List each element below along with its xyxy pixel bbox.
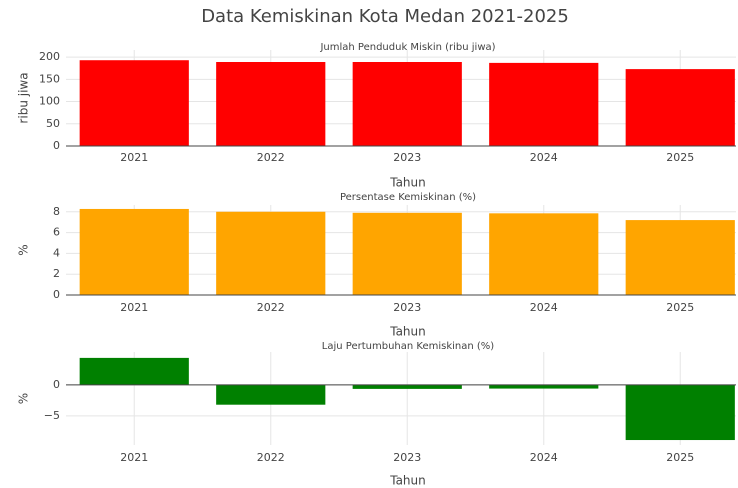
bar <box>625 69 735 146</box>
subplot-title: Persentase Kemiskinan (%) <box>340 192 476 203</box>
x-tick-label: 2021 <box>120 451 148 464</box>
subplot-title: Jumlah Penduduk Miskin (ribu jiwa) <box>319 42 495 53</box>
x-tick-label: 2021 <box>120 151 148 164</box>
x-tick-label: 2022 <box>257 451 285 464</box>
chart-title: Data Kemiskinan Kota Medan 2021-2025 <box>201 6 569 27</box>
bar <box>216 211 326 295</box>
bar <box>489 213 599 295</box>
y-tick-label: 4 <box>53 246 60 259</box>
x-tick-label: 2023 <box>393 451 421 464</box>
bar <box>352 384 462 389</box>
bar <box>625 220 735 295</box>
x-axis-title: Tahun <box>389 176 426 190</box>
x-tick-label: 2022 <box>257 151 285 164</box>
y-axis-title: ribu jiwa <box>17 72 31 123</box>
y-tick-label: −5 <box>44 409 60 422</box>
bar <box>216 62 326 146</box>
bar <box>625 384 735 441</box>
bar <box>352 212 462 295</box>
bar <box>216 384 326 405</box>
x-tick-label: 2024 <box>530 301 558 314</box>
bar <box>352 62 462 146</box>
x-tick-label: 2024 <box>530 151 558 164</box>
y-tick-label: 0 <box>53 288 60 301</box>
y-tick-label: 150 <box>39 72 60 85</box>
bar <box>79 60 189 146</box>
y-axis-title: % <box>17 244 31 255</box>
x-tick-label: 2021 <box>120 301 148 314</box>
y-axis-title: % <box>17 393 31 404</box>
x-tick-label: 2025 <box>666 451 694 464</box>
bar <box>79 208 189 295</box>
x-tick-label: 2025 <box>666 151 694 164</box>
subplot-title: Laju Pertumbuhan Kemiskinan (%) <box>322 341 494 352</box>
x-axis-title: Tahun <box>389 325 426 339</box>
y-tick-label: 200 <box>39 50 60 63</box>
x-axis-title: Tahun <box>389 474 426 488</box>
bar <box>489 384 599 389</box>
y-tick-label: 8 <box>53 205 60 218</box>
bar <box>79 357 189 385</box>
x-tick-label: 2023 <box>393 151 421 164</box>
y-tick-label: 0 <box>53 378 60 391</box>
x-tick-label: 2024 <box>530 451 558 464</box>
x-tick-label: 2025 <box>666 301 694 314</box>
y-tick-label: 50 <box>46 117 60 130</box>
y-tick-label: 0 <box>53 139 60 152</box>
y-tick-label: 6 <box>53 226 60 239</box>
x-tick-label: 2023 <box>393 301 421 314</box>
y-tick-label: 2 <box>53 267 60 280</box>
y-tick-label: 100 <box>39 95 60 108</box>
bar <box>489 62 599 147</box>
x-tick-label: 2022 <box>257 301 285 314</box>
